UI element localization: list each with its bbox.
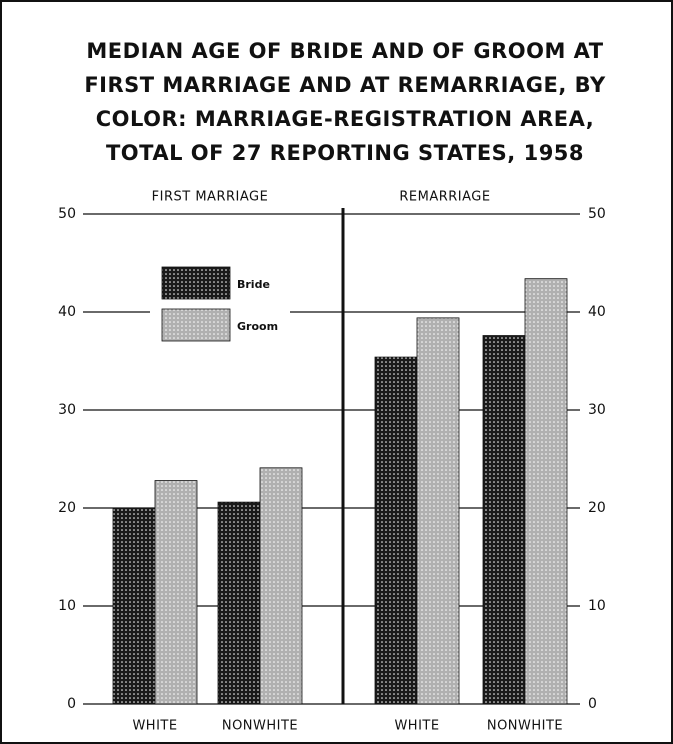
section-label: REMARRIAGE <box>399 190 490 205</box>
bar <box>374 356 418 705</box>
bar <box>217 501 261 705</box>
x-tick-label: NONWHITE <box>222 719 298 734</box>
y-tick-label: 40 <box>58 304 76 320</box>
y-tick-label: 0 <box>67 696 76 712</box>
chart-title: TOTAL OF 27 REPORTING STATES, 1958 <box>106 141 584 165</box>
chart-title: COLOR: MARRIAGE-REGISTRATION AREA, <box>96 107 595 131</box>
legend-swatch <box>161 266 231 300</box>
y-tick-label: 10 <box>58 598 76 614</box>
chart-title: MEDIAN AGE OF BRIDE AND OF GROOM AT <box>86 39 603 63</box>
bar <box>524 278 568 705</box>
bar <box>259 467 303 705</box>
bar <box>482 335 526 705</box>
section-label: FIRST MARRIAGE <box>152 190 269 205</box>
y-tick-label: 30 <box>58 402 76 418</box>
y-tick-label: 20 <box>58 500 76 516</box>
y-tick-label-right: 40 <box>588 304 606 320</box>
legend-label: Groom <box>237 320 278 333</box>
chart-title: FIRST MARRIAGE AND AT REMARRIAGE, BY <box>84 73 606 97</box>
y-tick-label-right: 30 <box>588 402 606 418</box>
bar <box>112 507 156 705</box>
y-tick-label: 50 <box>58 206 76 222</box>
y-tick-label-right: 0 <box>588 696 597 712</box>
legend-label: Bride <box>237 278 270 291</box>
y-tick-label-right: 20 <box>588 500 606 516</box>
x-tick-label: WHITE <box>394 719 439 734</box>
y-tick-label-right: 50 <box>588 206 606 222</box>
x-tick-label: NONWHITE <box>487 719 563 734</box>
x-tick-label: WHITE <box>132 719 177 734</box>
y-tick-label-right: 10 <box>588 598 606 614</box>
legend-swatch <box>161 308 231 342</box>
bar <box>154 480 198 705</box>
bar <box>416 317 460 705</box>
